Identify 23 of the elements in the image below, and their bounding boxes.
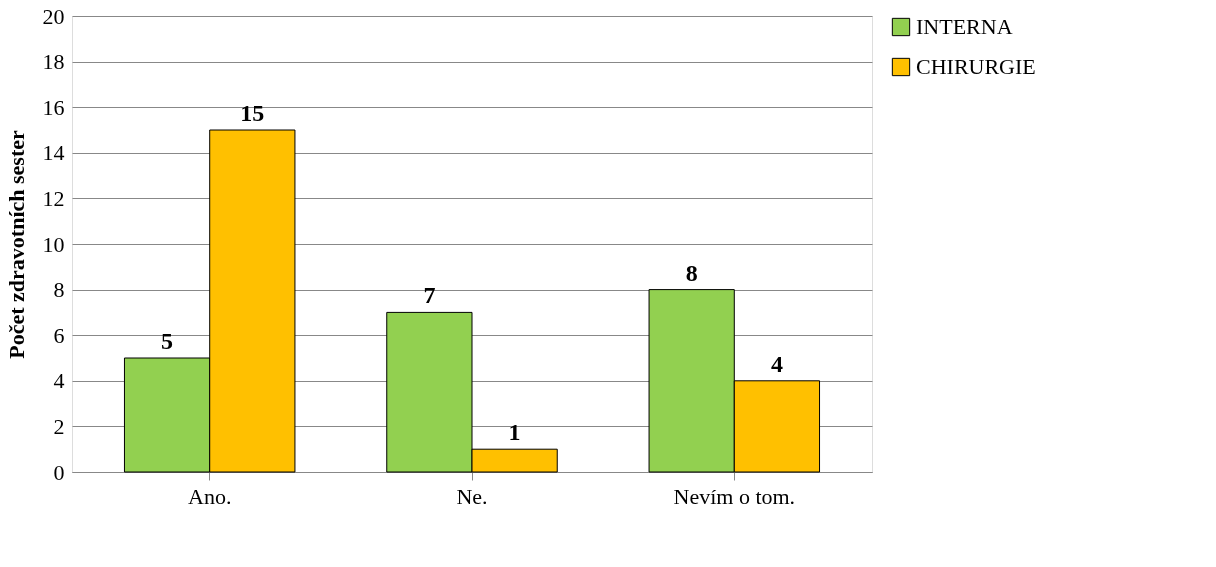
legend-label: CHIRURGIE [916,54,1036,79]
data-label: 8 [685,259,698,286]
x-tick-label: Nevím o tom. [673,483,796,509]
y-tick-label: 16 [42,94,65,120]
legend-label: INTERNA [916,14,1013,39]
y-tick-label: 20 [42,3,65,29]
y-tick-label: 2 [53,413,65,439]
x-tick-label: Ne. [456,483,488,509]
x-tick-label: Ano. [188,483,232,509]
y-tick-label: 14 [42,140,65,166]
data-label: 4 [770,350,783,377]
y-tick-label: 18 [42,49,65,75]
y-axis-title: Počet zdravotních sester [3,130,29,359]
y-tick-label: 4 [53,368,65,394]
y-tick-label: 8 [53,277,65,303]
y-tick-label: 6 [53,322,65,348]
data-label: 7 [423,282,436,309]
y-tick-label: 10 [42,231,65,257]
y-tick-label: 0 [53,459,65,485]
data-label: 15 [240,100,265,126]
data-label: 5 [161,328,174,354]
y-tick-label: 12 [42,185,65,211]
data-label: 1 [508,419,521,446]
